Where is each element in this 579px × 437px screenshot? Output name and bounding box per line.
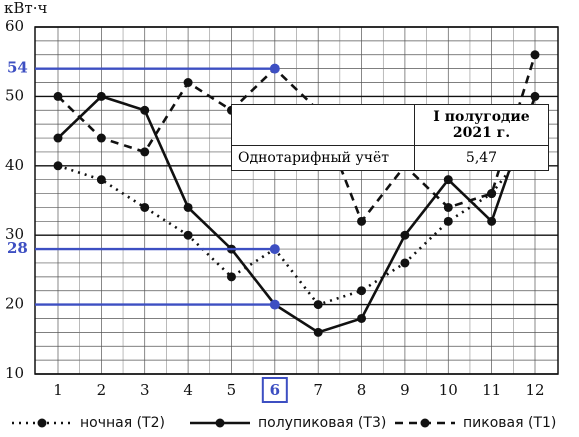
series-line bbox=[57, 137, 537, 307]
point bbox=[443, 216, 453, 226]
row-value: 5,47 bbox=[414, 145, 549, 171]
x-tick-label: 7 bbox=[313, 381, 323, 399]
x-tick-label: 4 bbox=[183, 381, 193, 399]
point bbox=[400, 230, 410, 240]
y-tick-label: 50 bbox=[5, 86, 24, 104]
point bbox=[530, 50, 540, 60]
point bbox=[487, 189, 497, 199]
header-line: I полугодие bbox=[433, 109, 530, 125]
point bbox=[313, 300, 323, 310]
x-tick-label: 8 bbox=[357, 381, 367, 399]
point bbox=[96, 175, 106, 185]
x-tick-label: 3 bbox=[140, 381, 150, 399]
plot-frame bbox=[34, 26, 559, 375]
x-tick-label: 12 bbox=[525, 381, 544, 399]
y-tick-label: 40 bbox=[5, 156, 24, 174]
point bbox=[183, 230, 193, 240]
point bbox=[487, 216, 497, 226]
point bbox=[400, 258, 410, 268]
series-line bbox=[57, 54, 537, 224]
header-line: 2021 г. bbox=[452, 125, 511, 141]
x-tick-label: 2 bbox=[97, 381, 107, 399]
point bbox=[443, 175, 453, 185]
y-unit: кВт·ч bbox=[4, 0, 47, 17]
point bbox=[357, 216, 367, 226]
point bbox=[53, 91, 63, 101]
point bbox=[357, 313, 367, 323]
legend-label: полупиковая (Т3) bbox=[258, 415, 386, 431]
legend-label: пиковая (Т1) bbox=[463, 415, 556, 431]
point bbox=[96, 91, 106, 101]
highlight-box bbox=[261, 377, 288, 403]
legend-dot bbox=[37, 418, 47, 428]
series-line bbox=[57, 94, 537, 334]
table-corner bbox=[231, 104, 415, 146]
legend-dot bbox=[215, 418, 225, 428]
point bbox=[530, 91, 540, 101]
point bbox=[183, 78, 193, 88]
highlight-point bbox=[269, 244, 280, 255]
point bbox=[140, 105, 150, 115]
point bbox=[96, 133, 106, 143]
x-tick-label: 5 bbox=[227, 381, 237, 399]
label-bg bbox=[2, 59, 32, 78]
y-tick-label: 10 bbox=[5, 364, 24, 382]
highlight-label: 54 bbox=[7, 59, 28, 77]
highlight-point bbox=[269, 299, 280, 310]
point bbox=[357, 286, 367, 296]
point bbox=[140, 147, 150, 157]
y-tick-label: 60 bbox=[5, 17, 24, 35]
point bbox=[313, 327, 323, 337]
x-tick-label: 11 bbox=[482, 381, 501, 399]
highlight-label: 28 bbox=[7, 239, 28, 257]
row-label: Однотарифный учёт bbox=[231, 145, 415, 171]
x-tick-label: 10 bbox=[439, 381, 458, 399]
x-tick-label: 6 bbox=[270, 381, 280, 399]
point bbox=[183, 202, 193, 212]
point bbox=[226, 272, 236, 282]
highlight-point bbox=[269, 63, 280, 74]
point bbox=[53, 161, 63, 171]
label-bg bbox=[2, 240, 32, 259]
point bbox=[53, 133, 63, 143]
legend-label: ночная (Т2) bbox=[80, 415, 165, 431]
y-tick-label: 20 bbox=[5, 295, 24, 313]
point bbox=[443, 202, 453, 212]
y-tick-label: 30 bbox=[5, 225, 24, 243]
info-table: I полугодие 2021 г. Однотарифный учёт 5,4… bbox=[231, 104, 549, 171]
x-tick-label: 9 bbox=[400, 381, 410, 399]
table-header: I полугодие 2021 г. bbox=[414, 104, 549, 146]
legend-dot bbox=[420, 418, 430, 428]
point bbox=[140, 202, 150, 212]
x-tick-label: 1 bbox=[53, 381, 63, 399]
